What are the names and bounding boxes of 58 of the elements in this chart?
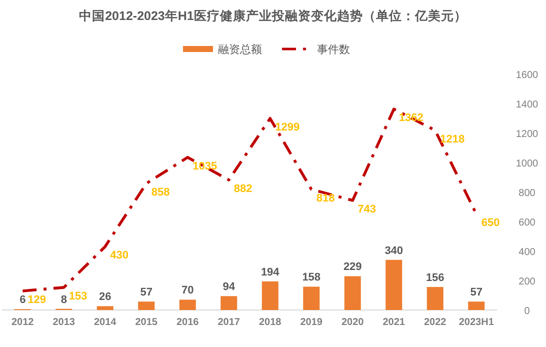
data-label: 6 — [20, 294, 26, 306]
data-label: 818 — [316, 192, 335, 204]
legend-label: 融资总额 — [218, 43, 262, 56]
bar — [138, 302, 155, 310]
y-tick-label: 400 — [518, 247, 536, 258]
data-label: 57 — [470, 286, 482, 299]
x-tick-label: 2023H1 — [458, 317, 494, 328]
x-tick-label: 2018 — [259, 317, 282, 328]
data-label: 650 — [481, 217, 500, 230]
x-tick-label: 2022 — [424, 317, 447, 328]
data-label: 57 — [140, 286, 152, 299]
bar — [220, 296, 238, 310]
x-tick-label: 2020 — [342, 317, 364, 328]
bar — [344, 276, 361, 310]
data-label: 94 — [222, 281, 236, 294]
bar — [262, 281, 278, 310]
data-label: 229 — [343, 261, 362, 274]
data-label: 430 — [110, 250, 128, 262]
data-label: 1035 — [192, 160, 218, 172]
data-label: 26 — [99, 291, 112, 304]
data-label: 194 — [260, 266, 280, 278]
y-tick-label: 1400 — [516, 100, 539, 110]
data-label: 1218 — [440, 133, 465, 146]
bar — [386, 260, 402, 310]
data-label: 129 — [28, 294, 46, 306]
x-tick-label: 2016 — [176, 317, 200, 328]
data-label: 340 — [384, 244, 404, 257]
x-tick-label: 2019 — [300, 317, 323, 328]
bar — [179, 300, 196, 310]
data-label: 153 — [68, 290, 88, 302]
x-tick-label: 2012 — [12, 317, 34, 328]
data-label: 158 — [302, 272, 321, 284]
chart-title: 中国2012-2023年H1医疗健康产业投融资变化趋势（单位：亿美元） — [79, 8, 467, 23]
data-label: 1362 — [398, 112, 424, 124]
x-tick-label: 2013 — [52, 317, 76, 328]
y-tick-label: 800 — [518, 188, 536, 199]
y-tick-label: 1000 — [516, 158, 539, 170]
data-label: 1299 — [275, 121, 300, 134]
bar — [468, 302, 485, 310]
data-label: 743 — [358, 203, 376, 216]
x-tick-label: 2017 — [218, 317, 240, 328]
bar — [303, 286, 320, 310]
y-tick-label: 600 — [518, 218, 536, 228]
data-label: 70 — [182, 284, 194, 297]
bar — [426, 286, 444, 310]
data-label: 858 — [151, 186, 170, 198]
bar — [96, 306, 114, 310]
y-tick-label: 200 — [518, 276, 536, 288]
data-label: 8 — [60, 294, 67, 306]
data-label: 156 — [426, 272, 444, 284]
data-label: 882 — [234, 182, 252, 195]
legend-label: 事件数 — [317, 43, 350, 56]
x-tick-label: 2015 — [135, 317, 158, 328]
x-tick-label: 2021 — [382, 317, 406, 328]
y-tick-label: 1600 — [516, 70, 539, 81]
x-tick-label: 2014 — [94, 317, 117, 328]
y-tick-label: 0 — [524, 306, 530, 317]
y-tick-label: 1200 — [516, 129, 539, 140]
